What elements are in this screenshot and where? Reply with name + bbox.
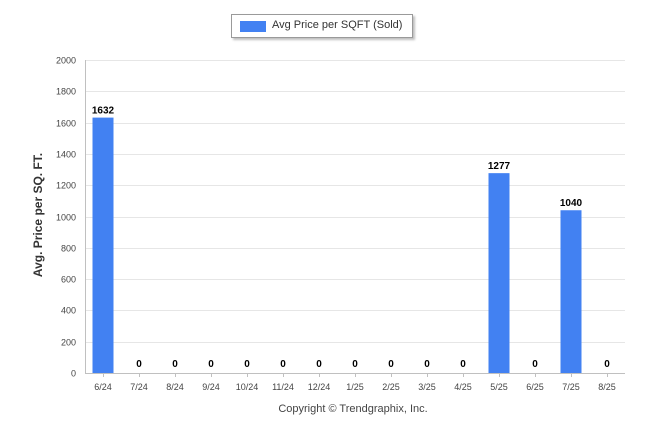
x-tick-label: 12/24 [308,382,331,392]
y-tick-label: 1000 [56,213,76,223]
data-label: 1632 [92,106,115,117]
x-tick-label: 7/24 [130,382,148,392]
x-tick-label: 4/25 [454,382,472,392]
x-tick-label: 10/24 [236,382,259,392]
y-tick-label: 2000 [56,56,76,66]
y-tick-label: 0 [71,369,76,379]
x-tick-label: 5/25 [490,382,508,392]
x-tick-label: 6/25 [526,382,544,392]
data-label: 0 [352,359,358,370]
data-label: 0 [136,359,142,370]
y-tick-label: 400 [61,306,76,316]
x-tick-label: 11/24 [272,382,294,392]
data-label: 0 [424,359,430,370]
x-tick-label: 8/24 [166,382,184,392]
data-label: 1277 [488,161,511,172]
x-tick-label: 3/25 [418,382,436,392]
y-tick-label: 1600 [56,119,76,129]
x-tick-label: 6/24 [94,382,112,392]
y-tick-label: 1200 [56,181,76,191]
y-tick-label: 1800 [56,87,76,97]
data-label: 0 [208,359,214,370]
x-tick-label: 1/25 [346,382,364,392]
data-label: 0 [172,359,178,370]
x-tick-label: 2/25 [382,382,400,392]
data-label: 0 [244,359,250,370]
y-tick-label: 1400 [56,150,76,160]
data-label: 0 [316,359,322,370]
x-tick-label: 9/24 [202,382,220,392]
y-tick-label: 600 [61,275,76,285]
y-tick-label: 200 [61,338,76,348]
data-label: 0 [532,359,538,370]
bar [560,210,582,373]
legend-label: Avg Price per SQFT (Sold) [272,19,403,31]
legend-swatch [240,21,266,32]
x-tick-label: 8/25 [598,382,616,392]
data-label: 1040 [560,198,583,209]
legend: Avg Price per SQFT (Sold) [231,14,413,38]
bar [92,117,114,373]
data-label: 0 [280,359,286,370]
data-label: 0 [388,359,394,370]
data-label: 0 [460,359,466,370]
data-label: 0 [604,359,610,370]
bar [488,173,510,373]
x-tick-label: 7/25 [562,382,580,392]
copyright-text: Copyright © Trendgraphix, Inc. [278,403,428,415]
y-tick-label: 800 [61,244,76,254]
